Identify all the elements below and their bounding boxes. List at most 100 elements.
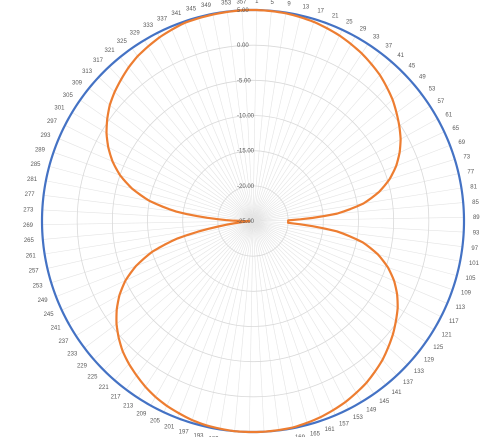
angle-tick-label: 245	[44, 312, 55, 318]
angle-tick-label: 137	[403, 380, 414, 386]
angle-tick-label: 141	[391, 390, 402, 396]
angle-tick-label: 45	[409, 63, 416, 69]
angle-tick-label: 201	[164, 424, 175, 430]
angle-tick-label: 313	[82, 69, 93, 75]
angle-tick-label: 289	[35, 147, 46, 153]
angle-tick-label: 89	[473, 215, 480, 221]
angle-tick-label: 237	[58, 339, 69, 345]
angle-tick-label: 117	[449, 319, 459, 325]
angle-tick-label: 241	[51, 326, 62, 332]
angle-tick-label: 149	[366, 408, 377, 414]
series-layer	[40, 8, 466, 434]
radial-tick-label: -20.00	[237, 184, 255, 190]
angle-tick-label: 133	[414, 369, 425, 375]
angle-tick-label: 257	[29, 268, 40, 274]
angle-tick-label: 345	[186, 7, 197, 13]
angle-tick-label: 57	[438, 99, 445, 105]
angle-tick-label: 281	[27, 177, 38, 183]
radial-tick-label: 0.00	[237, 43, 249, 49]
angle-tick-label: 41	[397, 53, 404, 59]
angle-tick-label: 29	[360, 27, 367, 33]
grid-ring	[111, 79, 395, 363]
angle-tick-label: 217	[111, 395, 122, 401]
angle-tick-label: 305	[63, 93, 74, 99]
angle-tick-label: 273	[23, 207, 34, 213]
angle-tick-label: 121	[442, 332, 453, 338]
angle-tick-label: 349	[201, 3, 212, 9]
angle-tick-label: 225	[87, 375, 98, 381]
angle-tick-label: 261	[26, 253, 37, 259]
angle-tick-label: 77	[467, 170, 474, 176]
angle-tick-label: 93	[473, 231, 480, 237]
angle-tick-label: 265	[24, 238, 35, 244]
angle-tick-label: 337	[157, 16, 168, 22]
angle-tick-label: 101	[469, 261, 480, 267]
angle-tick-label: 37	[385, 43, 392, 49]
angle-tick-label: 73	[463, 155, 470, 161]
radial-tick-label: -5.00	[237, 78, 251, 84]
angle-tick-label: 229	[77, 363, 88, 369]
angle-tick-label: 109	[461, 291, 472, 297]
angle-tick-label: 21	[332, 14, 339, 20]
radial-tick-label: -10.00	[237, 114, 255, 120]
angle-tick-label: 317	[93, 58, 104, 64]
angle-tick-label: 221	[99, 385, 110, 391]
angle-tick-label: 161	[325, 427, 336, 433]
angle-tick-label: 49	[419, 75, 426, 81]
angle-tick-label: 233	[67, 351, 78, 357]
angle-tick-label: 329	[130, 30, 141, 36]
angle-tick-label: 33	[373, 34, 380, 40]
angle-tick-label: 301	[54, 106, 65, 112]
angle-tick-label: 165	[310, 432, 321, 437]
angle-tick-label: 129	[424, 357, 435, 363]
angle-tick-label: 321	[105, 48, 116, 54]
angle-tick-label: 61	[445, 112, 452, 118]
angle-tick-label: 269	[23, 223, 34, 229]
angle-tick-label: 209	[136, 411, 147, 417]
series-line	[105, 8, 402, 434]
angle-tick-label: 85	[472, 200, 479, 206]
radial-tick-label: 5.00	[237, 8, 249, 14]
grid	[41, 9, 465, 433]
angle-tick-label: 5	[270, 0, 274, 6]
angle-tick-label: 169	[295, 435, 306, 437]
angle-tick-label: 277	[25, 192, 36, 198]
angle-tick-label: 113	[456, 305, 466, 311]
angle-tick-label: 341	[171, 11, 182, 17]
grid-ring	[76, 44, 430, 398]
angle-tick-label: 357	[236, 0, 247, 5]
angle-tick-label: 13	[302, 5, 309, 11]
angle-tick-label: 297	[47, 119, 58, 125]
angle-tick-label: 253	[33, 283, 44, 289]
angle-tick-label: 69	[458, 140, 465, 146]
angle-tick-label: 153	[353, 415, 364, 421]
angle-tick-label: 309	[72, 81, 83, 87]
angle-tick-label: 17	[317, 9, 324, 15]
angle-tick-label: 213	[123, 404, 134, 410]
angle-tick-label: 333	[143, 23, 154, 29]
radial-axis-labels: 5.00 0.00 -5.00 -10.00 -15.00 -20.00 -25.00	[237, 8, 255, 225]
angle-tick-label: 293	[40, 133, 51, 139]
angle-tick-label: 325	[117, 39, 128, 45]
angle-tick-label: 205	[150, 418, 161, 424]
angle-tick-label: 157	[339, 422, 350, 428]
angle-tick-label: 9	[287, 2, 291, 8]
angle-tick-label: 197	[179, 429, 190, 435]
series-2	[105, 8, 402, 434]
radial-tick-label: -25.00	[237, 219, 255, 225]
angle-tick-label: 53	[429, 87, 436, 93]
angle-tick-label: 145	[379, 399, 390, 405]
radial-tick-label: -15.00	[237, 149, 255, 155]
angle-tick-label: 285	[30, 162, 41, 168]
angle-tick-label: 105	[466, 276, 477, 282]
angle-tick-label: 25	[346, 20, 353, 26]
angle-tick-label: 1	[255, 0, 259, 5]
angle-tick-label: 193	[193, 433, 204, 437]
angle-tick-label: 65	[452, 126, 459, 132]
grid-ring	[147, 115, 359, 327]
angle-tick-label: 81	[470, 185, 477, 191]
angle-tick-label: 249	[38, 298, 49, 304]
angle-tick-label: 125	[433, 345, 444, 351]
angle-tick-label: 353	[221, 1, 232, 7]
